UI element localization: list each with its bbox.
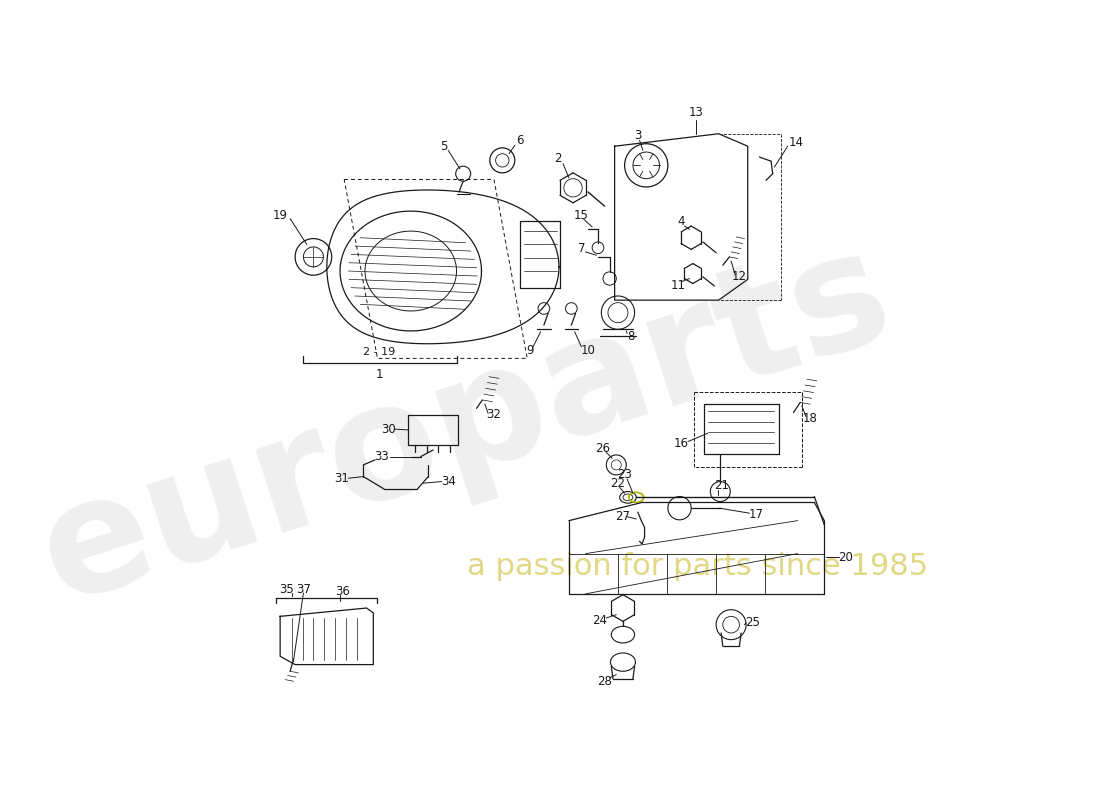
Text: 12: 12 [732, 270, 747, 283]
Text: 31: 31 [334, 472, 349, 485]
Text: 10: 10 [581, 343, 595, 357]
Text: 33: 33 [374, 450, 389, 463]
Text: 26: 26 [595, 442, 610, 454]
Text: 19: 19 [273, 209, 287, 222]
Text: 16: 16 [673, 437, 689, 450]
Text: 35: 35 [279, 583, 294, 596]
Text: 24: 24 [592, 614, 607, 627]
Text: 11: 11 [670, 278, 685, 292]
Text: 30: 30 [381, 422, 396, 436]
Text: 25: 25 [746, 617, 760, 630]
Text: a passion for parts since 1985: a passion for parts since 1985 [468, 552, 928, 581]
Text: 3: 3 [635, 129, 641, 142]
Text: 15: 15 [574, 209, 589, 222]
Text: 28: 28 [597, 674, 612, 688]
Text: 14: 14 [789, 135, 803, 149]
Text: 2 - 19: 2 - 19 [363, 346, 395, 357]
Text: 13: 13 [689, 106, 704, 119]
Text: 18: 18 [803, 412, 817, 425]
Text: 27: 27 [615, 510, 630, 523]
Text: europarts: europarts [21, 215, 909, 635]
Text: 17: 17 [749, 508, 763, 522]
Text: 4: 4 [678, 214, 685, 228]
Text: 6: 6 [516, 134, 524, 147]
Text: 9: 9 [526, 343, 534, 357]
Text: 2: 2 [554, 152, 562, 166]
Text: 34: 34 [441, 475, 455, 488]
Text: 1: 1 [375, 368, 383, 381]
Text: 5: 5 [440, 140, 448, 153]
Text: 21: 21 [714, 479, 728, 492]
Text: 8: 8 [628, 330, 635, 343]
Text: 23: 23 [617, 468, 632, 482]
Text: 37: 37 [296, 583, 311, 596]
Text: 20: 20 [838, 550, 854, 564]
Text: 7: 7 [578, 242, 585, 255]
Text: 32: 32 [486, 409, 500, 422]
Text: 22: 22 [610, 477, 626, 490]
Text: 36: 36 [336, 585, 350, 598]
